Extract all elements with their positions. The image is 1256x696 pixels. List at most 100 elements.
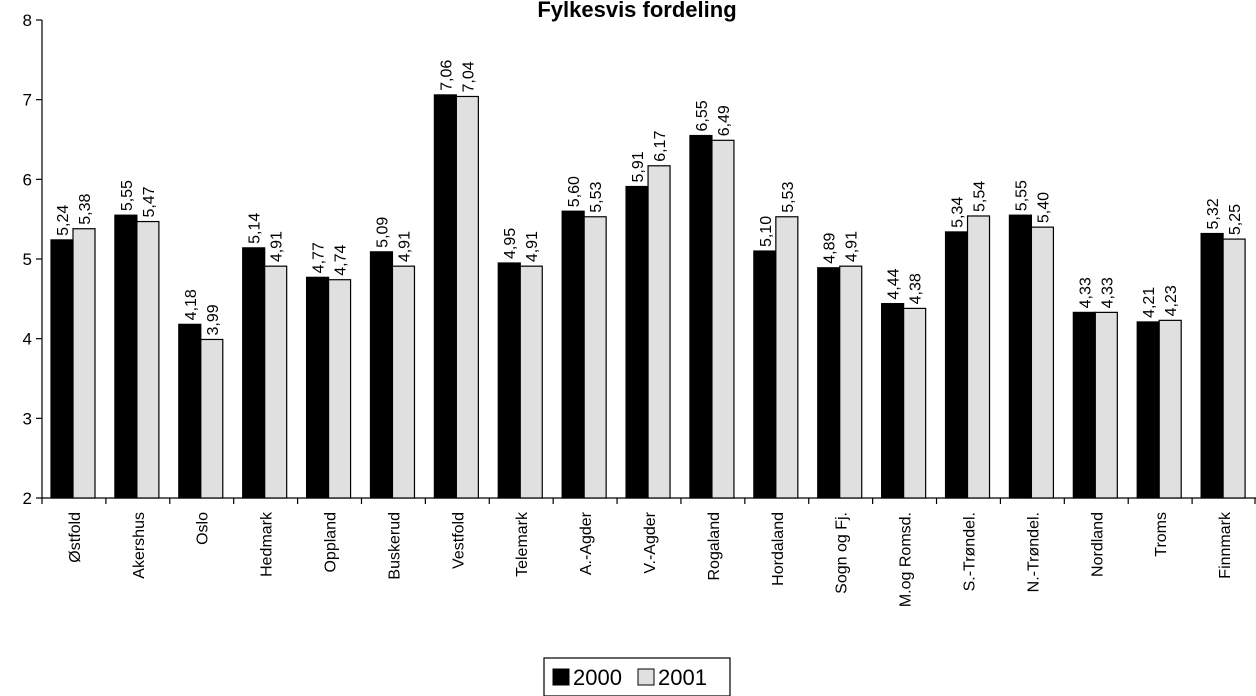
data-label-2000: 5,24 bbox=[55, 205, 72, 236]
bar-2000 bbox=[1008, 214, 1033, 499]
bar-2000 bbox=[1072, 311, 1096, 499]
bar-2001 bbox=[1094, 311, 1118, 499]
bar-2000 bbox=[753, 250, 777, 499]
legend-swatch-2001 bbox=[637, 668, 655, 686]
data-label-2000: 5,60 bbox=[566, 176, 583, 207]
x-category-label: Oppland bbox=[323, 512, 340, 573]
y-tick-label: 6 bbox=[23, 170, 32, 189]
data-label-2000: 5,55 bbox=[119, 180, 136, 211]
bar-2000 bbox=[305, 276, 330, 499]
bar-2001 bbox=[264, 265, 288, 499]
x-category-label: Buskerud bbox=[386, 512, 403, 580]
bar-2000 bbox=[1136, 321, 1160, 499]
data-label-2000: 4,95 bbox=[502, 228, 519, 259]
x-category-label: Østfold bbox=[67, 512, 84, 563]
bar-2000 bbox=[433, 94, 457, 499]
data-label-2000: 5,55 bbox=[1013, 180, 1030, 211]
bar-2001 bbox=[711, 139, 735, 499]
x-category-label: M.og Romsd. bbox=[898, 512, 915, 607]
x-category-label: Oslo bbox=[195, 512, 212, 545]
bar-2001 bbox=[72, 228, 96, 499]
data-label-2001: 4,33 bbox=[1099, 277, 1116, 308]
data-label-2000: 4,18 bbox=[183, 289, 200, 320]
bar-2001 bbox=[647, 165, 671, 499]
x-category-label: N.-Trøndel. bbox=[1025, 512, 1042, 592]
data-label-2001: 5,25 bbox=[1227, 204, 1244, 235]
data-label-2000: 5,09 bbox=[374, 217, 391, 248]
bar-2000 bbox=[242, 247, 266, 499]
y-tick-label: 7 bbox=[23, 91, 32, 110]
bar-2001 bbox=[327, 279, 352, 499]
bar-2000 bbox=[944, 231, 969, 499]
x-category-label: Telemark bbox=[514, 511, 531, 577]
data-label-2000: 5,10 bbox=[758, 216, 775, 247]
y-tick-label: 5 bbox=[23, 250, 32, 269]
bar-2001 bbox=[903, 307, 927, 499]
x-category-label: Nordland bbox=[1089, 512, 1106, 577]
data-label-2001: 5,38 bbox=[77, 193, 94, 224]
data-label-2000: 4,77 bbox=[311, 242, 328, 273]
x-category-label: Hedmark bbox=[259, 511, 276, 577]
x-category-label: Troms bbox=[1153, 512, 1170, 557]
x-category-label: A.-Agder bbox=[578, 511, 595, 575]
bar-2000 bbox=[561, 210, 585, 499]
data-label-2001: 5,40 bbox=[1035, 192, 1052, 223]
bar-2001 bbox=[775, 216, 799, 499]
legend-swatch-2000 bbox=[552, 668, 570, 686]
bar-2000 bbox=[114, 214, 138, 499]
bar-2001 bbox=[839, 265, 863, 499]
bar-2000 bbox=[689, 134, 713, 499]
bar-2001 bbox=[136, 220, 160, 499]
y-tick-label: 3 bbox=[23, 409, 32, 428]
x-category-label: S.-Trøndel. bbox=[961, 512, 978, 591]
x-category-label: Sogn og Fj. bbox=[834, 512, 851, 594]
y-tick-label: 8 bbox=[23, 11, 32, 30]
bar-2001 bbox=[519, 265, 543, 499]
data-label-2000: 4,21 bbox=[1141, 287, 1158, 318]
data-label-2001: 4,91 bbox=[396, 231, 413, 262]
data-label-2001: 4,91 bbox=[524, 231, 541, 262]
x-category-label: Hordaland bbox=[770, 512, 787, 586]
data-label-2001: 5,53 bbox=[588, 182, 605, 213]
y-tick-label: 4 bbox=[23, 330, 32, 349]
bar-2001 bbox=[455, 95, 479, 499]
bar-2000 bbox=[625, 185, 649, 499]
plot-area: 2 3 4 5 6 7 8 Østfold Akershus Oslo Hedmark Oppland… bbox=[23, 11, 1256, 607]
bar-2000 bbox=[817, 267, 841, 499]
bar-2000 bbox=[1200, 232, 1224, 499]
data-label-2001: 4,38 bbox=[908, 273, 925, 304]
data-label-2000: 7,06 bbox=[438, 60, 455, 91]
bar-2000 bbox=[497, 262, 521, 499]
data-label-2001: 4,74 bbox=[333, 244, 350, 275]
legend: 2000 2001 bbox=[543, 657, 731, 696]
legend-label-2001: 2001 bbox=[658, 665, 707, 690]
data-label-2001: 4,91 bbox=[269, 231, 286, 262]
x-category-label: V.-Agder bbox=[642, 511, 659, 573]
data-label-2000: 5,32 bbox=[1205, 198, 1222, 229]
bar-2001 bbox=[200, 338, 224, 499]
chart-title: Fylkesvis fordeling bbox=[537, 0, 736, 22]
data-label-2000: 5,14 bbox=[247, 213, 264, 244]
data-label-2000: 5,91 bbox=[630, 151, 647, 182]
data-label-2000: 4,89 bbox=[822, 233, 839, 264]
data-label-2000: 4,44 bbox=[886, 268, 903, 299]
data-label-2001: 7,04 bbox=[460, 61, 477, 92]
x-category-label: Akershus bbox=[131, 512, 148, 579]
bar-2000 bbox=[50, 239, 74, 499]
data-label-2001: 4,91 bbox=[844, 231, 861, 262]
data-label-2001: 3,99 bbox=[205, 304, 222, 335]
bar-2001 bbox=[391, 265, 416, 499]
data-label-2001: 6,17 bbox=[652, 131, 669, 162]
y-tick-label: 2 bbox=[23, 489, 32, 508]
bar-2001 bbox=[1158, 319, 1182, 499]
bar-2001 bbox=[1030, 226, 1055, 499]
data-label-2001: 5,53 bbox=[780, 182, 797, 213]
data-label-2000: 4,33 bbox=[1077, 277, 1094, 308]
x-category-label: Vestfold bbox=[450, 512, 467, 569]
bar-2000 bbox=[881, 303, 905, 499]
data-label-2001: 4,23 bbox=[1163, 285, 1180, 316]
data-label-2001: 6,49 bbox=[716, 105, 733, 136]
bar-2001 bbox=[583, 216, 607, 499]
legend-label-2000: 2000 bbox=[573, 665, 622, 690]
